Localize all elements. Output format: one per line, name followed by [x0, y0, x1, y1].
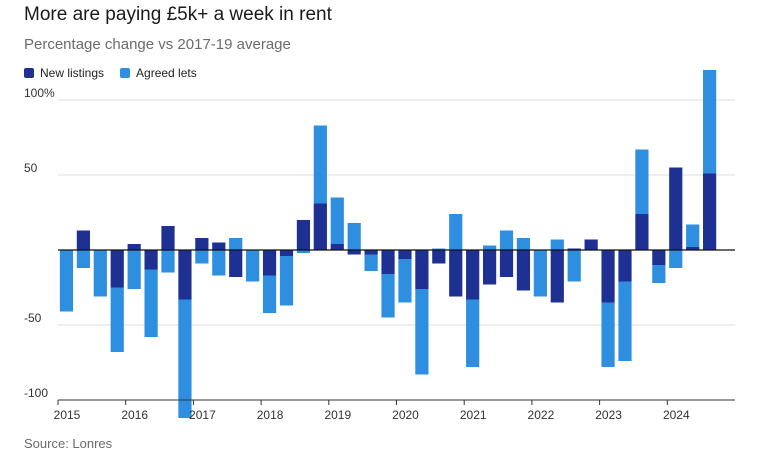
x-tick-label: 2023 — [595, 408, 622, 422]
bar-agreed-lets — [398, 259, 412, 303]
x-tick-label: 2022 — [528, 408, 555, 422]
bar-new-listings — [449, 250, 463, 297]
x-tick-label: 2019 — [324, 408, 351, 422]
bar-new-listings — [584, 239, 598, 250]
bar-agreed-lets — [635, 149, 649, 214]
bar-agreed-lets — [466, 299, 480, 367]
bar-agreed-lets — [296, 250, 311, 253]
bar-agreed-lets — [432, 248, 446, 250]
legend-label-agreed-lets: Agreed lets — [136, 66, 197, 80]
x-tick-label: 2018 — [257, 408, 284, 422]
bar-new-listings — [482, 250, 497, 285]
legend-label-new-listings: New listings — [40, 66, 105, 80]
bar-new-listings — [195, 238, 209, 250]
bar-new-listings — [567, 248, 581, 250]
bar-agreed-lets — [347, 223, 361, 250]
legend-item-new-listings: New listings — [24, 66, 104, 80]
legend-swatch-agreed-lets — [120, 68, 131, 78]
bar-agreed-lets — [686, 224, 700, 247]
bar-new-listings — [296, 220, 311, 250]
bar-new-listings — [279, 250, 294, 256]
bar-agreed-lets — [229, 238, 243, 250]
bar-agreed-lets — [279, 256, 294, 306]
bar-agreed-lets — [703, 70, 717, 174]
source-note: Source: Lonres — [24, 436, 113, 451]
bar-agreed-lets — [246, 250, 260, 282]
bar-agreed-lets — [533, 250, 547, 297]
bar-agreed-lets — [330, 197, 344, 244]
bar-new-listings — [161, 226, 175, 250]
x-tick-label: 2015 — [54, 408, 81, 422]
y-tick-label: 50 — [24, 161, 38, 175]
y-tick-label: 100% — [24, 86, 55, 100]
bar-agreed-lets — [161, 250, 175, 273]
bar-new-listings — [618, 250, 632, 282]
bar-new-listings — [601, 250, 615, 303]
bar-new-listings — [229, 250, 243, 277]
bar-agreed-lets — [364, 254, 378, 271]
bar-new-listings — [262, 250, 277, 276]
bar-new-listings — [76, 230, 90, 250]
bar-new-listings — [127, 244, 141, 250]
y-tick-label: -50 — [24, 311, 42, 325]
bar-agreed-lets — [567, 250, 581, 282]
bar-new-listings — [347, 250, 361, 255]
bar-agreed-lets — [144, 269, 158, 337]
bar-new-listings — [466, 250, 480, 300]
bar-new-listings — [432, 250, 446, 264]
x-tick-label: 2021 — [460, 408, 487, 422]
bar-agreed-lets — [618, 281, 632, 361]
x-tick-label: 2016 — [121, 408, 148, 422]
bar-new-listings — [652, 250, 666, 265]
chart-subtitle: Percentage change vs 2017-19 average — [24, 36, 291, 53]
legend-swatch-new-listings — [24, 68, 34, 78]
bar-new-listings — [144, 250, 158, 270]
bar-agreed-lets — [415, 289, 429, 375]
bar-agreed-lets — [262, 275, 277, 313]
bar-agreed-lets — [550, 239, 564, 250]
bar-agreed-lets — [601, 302, 615, 367]
bar-new-listings — [212, 242, 226, 250]
bar-new-listings — [550, 250, 564, 303]
bar-new-listings — [669, 167, 683, 250]
bar-agreed-lets — [93, 250, 107, 297]
bar-new-listings — [364, 250, 378, 255]
bar-new-listings — [178, 250, 192, 300]
bar-agreed-lets — [499, 230, 514, 250]
y-tick-label: -100 — [24, 386, 48, 400]
legend: New listings Agreed lets — [24, 66, 197, 80]
chart-title: More are paying £5k+ a week in rent — [24, 4, 332, 25]
bar-agreed-lets — [313, 125, 327, 204]
bar-new-listings — [415, 250, 429, 289]
x-tick-label: 2020 — [392, 408, 419, 422]
bar-agreed-lets — [482, 245, 497, 250]
bar-agreed-lets — [178, 299, 192, 418]
bar-agreed-lets — [59, 250, 74, 312]
bar-agreed-lets — [669, 250, 683, 268]
bar-new-listings — [516, 250, 531, 291]
bar-new-listings — [635, 214, 649, 250]
bar-new-listings — [381, 250, 395, 274]
bar-agreed-lets — [195, 250, 209, 264]
bar-new-listings — [686, 247, 700, 250]
x-tick-label: 2024 — [663, 408, 690, 422]
bar-new-listings — [398, 250, 412, 259]
legend-item-agreed-lets: Agreed lets — [120, 66, 197, 80]
bar-agreed-lets — [110, 287, 124, 352]
bar-agreed-lets — [212, 250, 226, 276]
bar-new-listings — [313, 203, 327, 250]
bar-agreed-lets — [652, 265, 666, 283]
bar-agreed-lets — [76, 250, 90, 268]
x-tick-label: 2017 — [189, 408, 216, 422]
bar-agreed-lets — [381, 274, 395, 318]
bar-new-listings — [703, 173, 717, 250]
bar-new-listings — [110, 250, 124, 288]
bar-agreed-lets — [127, 250, 141, 289]
bar-new-listings — [330, 244, 344, 250]
bar-agreed-lets — [449, 214, 463, 250]
bar-new-listings — [499, 250, 514, 277]
bar-agreed-lets — [516, 238, 531, 250]
